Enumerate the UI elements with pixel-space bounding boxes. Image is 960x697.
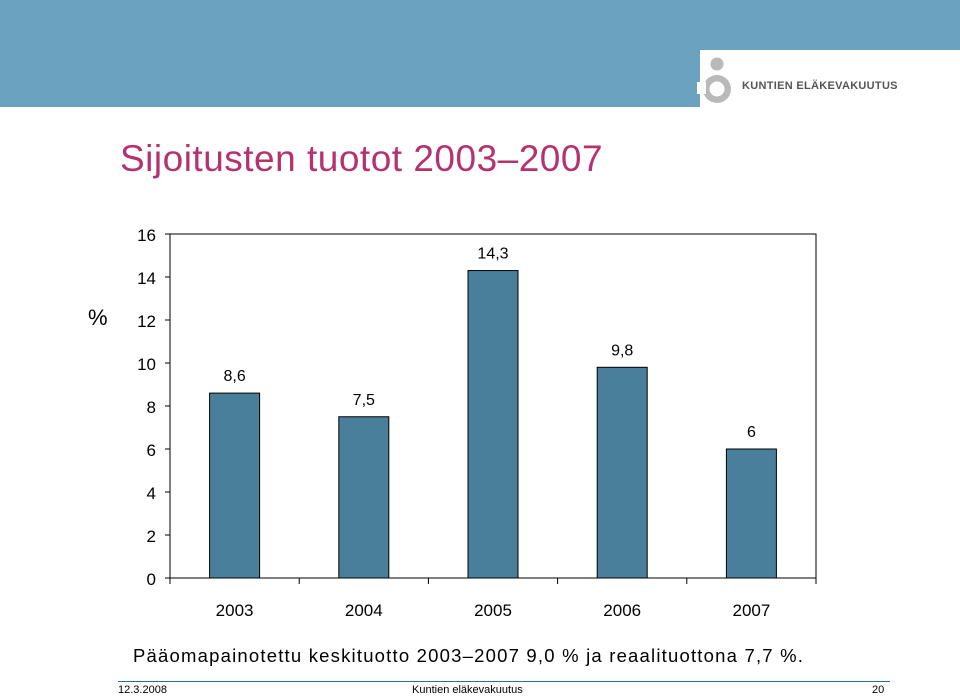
y-tick-label: 8 <box>147 398 156 417</box>
organization-logo-icon <box>697 57 731 103</box>
bar <box>596 366 648 579</box>
x-tick-label: 2005 <box>474 601 512 620</box>
page-number: 20 <box>872 684 885 696</box>
chart-caption: Pääomapainotettu keskituotto 2003–2007 9… <box>133 645 805 666</box>
y-tick-label: 6 <box>147 441 156 460</box>
x-tick-label: 2006 <box>603 601 641 620</box>
y-tick-label: 14 <box>137 269 156 288</box>
y-tick-label: 4 <box>147 484 156 503</box>
data-label: 9,8 <box>611 342 633 359</box>
bar <box>725 448 777 579</box>
y-tick-label: 0 <box>147 570 156 589</box>
bar <box>338 416 390 579</box>
brand-name: KUNTIEN ELÄKEVAKUUTUS <box>742 80 898 92</box>
footer-divider <box>118 681 890 682</box>
y-tick-label: 12 <box>137 312 156 331</box>
y-tick-label: 10 <box>137 355 156 374</box>
data-label: 14,3 <box>477 246 508 263</box>
y-axis-label: % <box>88 305 108 330</box>
data-label: 6 <box>747 424 756 441</box>
bar <box>209 392 261 579</box>
x-tick-label: 2003 <box>216 601 254 620</box>
data-label: 8,6 <box>223 368 245 385</box>
x-tick-label: 2007 <box>732 601 770 620</box>
logo-area <box>700 50 960 107</box>
y-tick-label: 16 <box>137 226 156 245</box>
slide-title: Sijoitusten tuotot 2003–2007 <box>120 138 604 179</box>
x-tick-label: 2004 <box>345 601 383 620</box>
footer-date: 12.3.2008 <box>118 684 167 696</box>
y-tick-label: 2 <box>147 527 156 546</box>
bar <box>467 270 519 579</box>
footer-organization: Kuntien eläkevakuutus <box>412 684 523 696</box>
data-label: 7,5 <box>353 392 375 409</box>
